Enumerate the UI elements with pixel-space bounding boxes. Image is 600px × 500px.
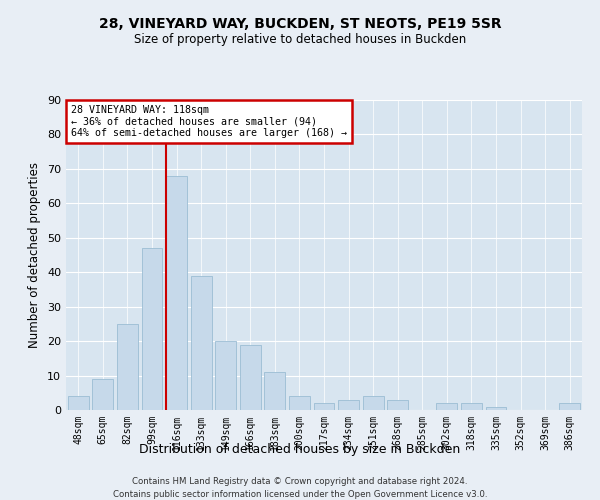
Bar: [142, 248, 163, 410]
Bar: [559, 403, 580, 410]
Bar: [387, 400, 408, 410]
Bar: [240, 344, 261, 410]
Bar: [461, 403, 482, 410]
Text: Contains HM Land Registry data © Crown copyright and database right 2024.: Contains HM Land Registry data © Crown c…: [132, 478, 468, 486]
Bar: [314, 403, 334, 410]
Text: 28, VINEYARD WAY, BUCKDEN, ST NEOTS, PE19 5SR: 28, VINEYARD WAY, BUCKDEN, ST NEOTS, PE1…: [98, 18, 502, 32]
Bar: [338, 400, 359, 410]
Text: Contains public sector information licensed under the Open Government Licence v3: Contains public sector information licen…: [113, 490, 487, 499]
Bar: [117, 324, 138, 410]
Bar: [485, 406, 506, 410]
Bar: [215, 341, 236, 410]
Bar: [362, 396, 383, 410]
Bar: [436, 403, 457, 410]
Bar: [166, 176, 187, 410]
Bar: [191, 276, 212, 410]
Bar: [92, 379, 113, 410]
Text: Size of property relative to detached houses in Buckden: Size of property relative to detached ho…: [134, 32, 466, 46]
Bar: [265, 372, 286, 410]
Y-axis label: Number of detached properties: Number of detached properties: [28, 162, 41, 348]
Text: 28 VINEYARD WAY: 118sqm
← 36% of detached houses are smaller (94)
64% of semi-de: 28 VINEYARD WAY: 118sqm ← 36% of detache…: [71, 104, 347, 138]
Text: Distribution of detached houses by size in Buckden: Distribution of detached houses by size …: [139, 442, 461, 456]
Bar: [68, 396, 89, 410]
Bar: [289, 396, 310, 410]
